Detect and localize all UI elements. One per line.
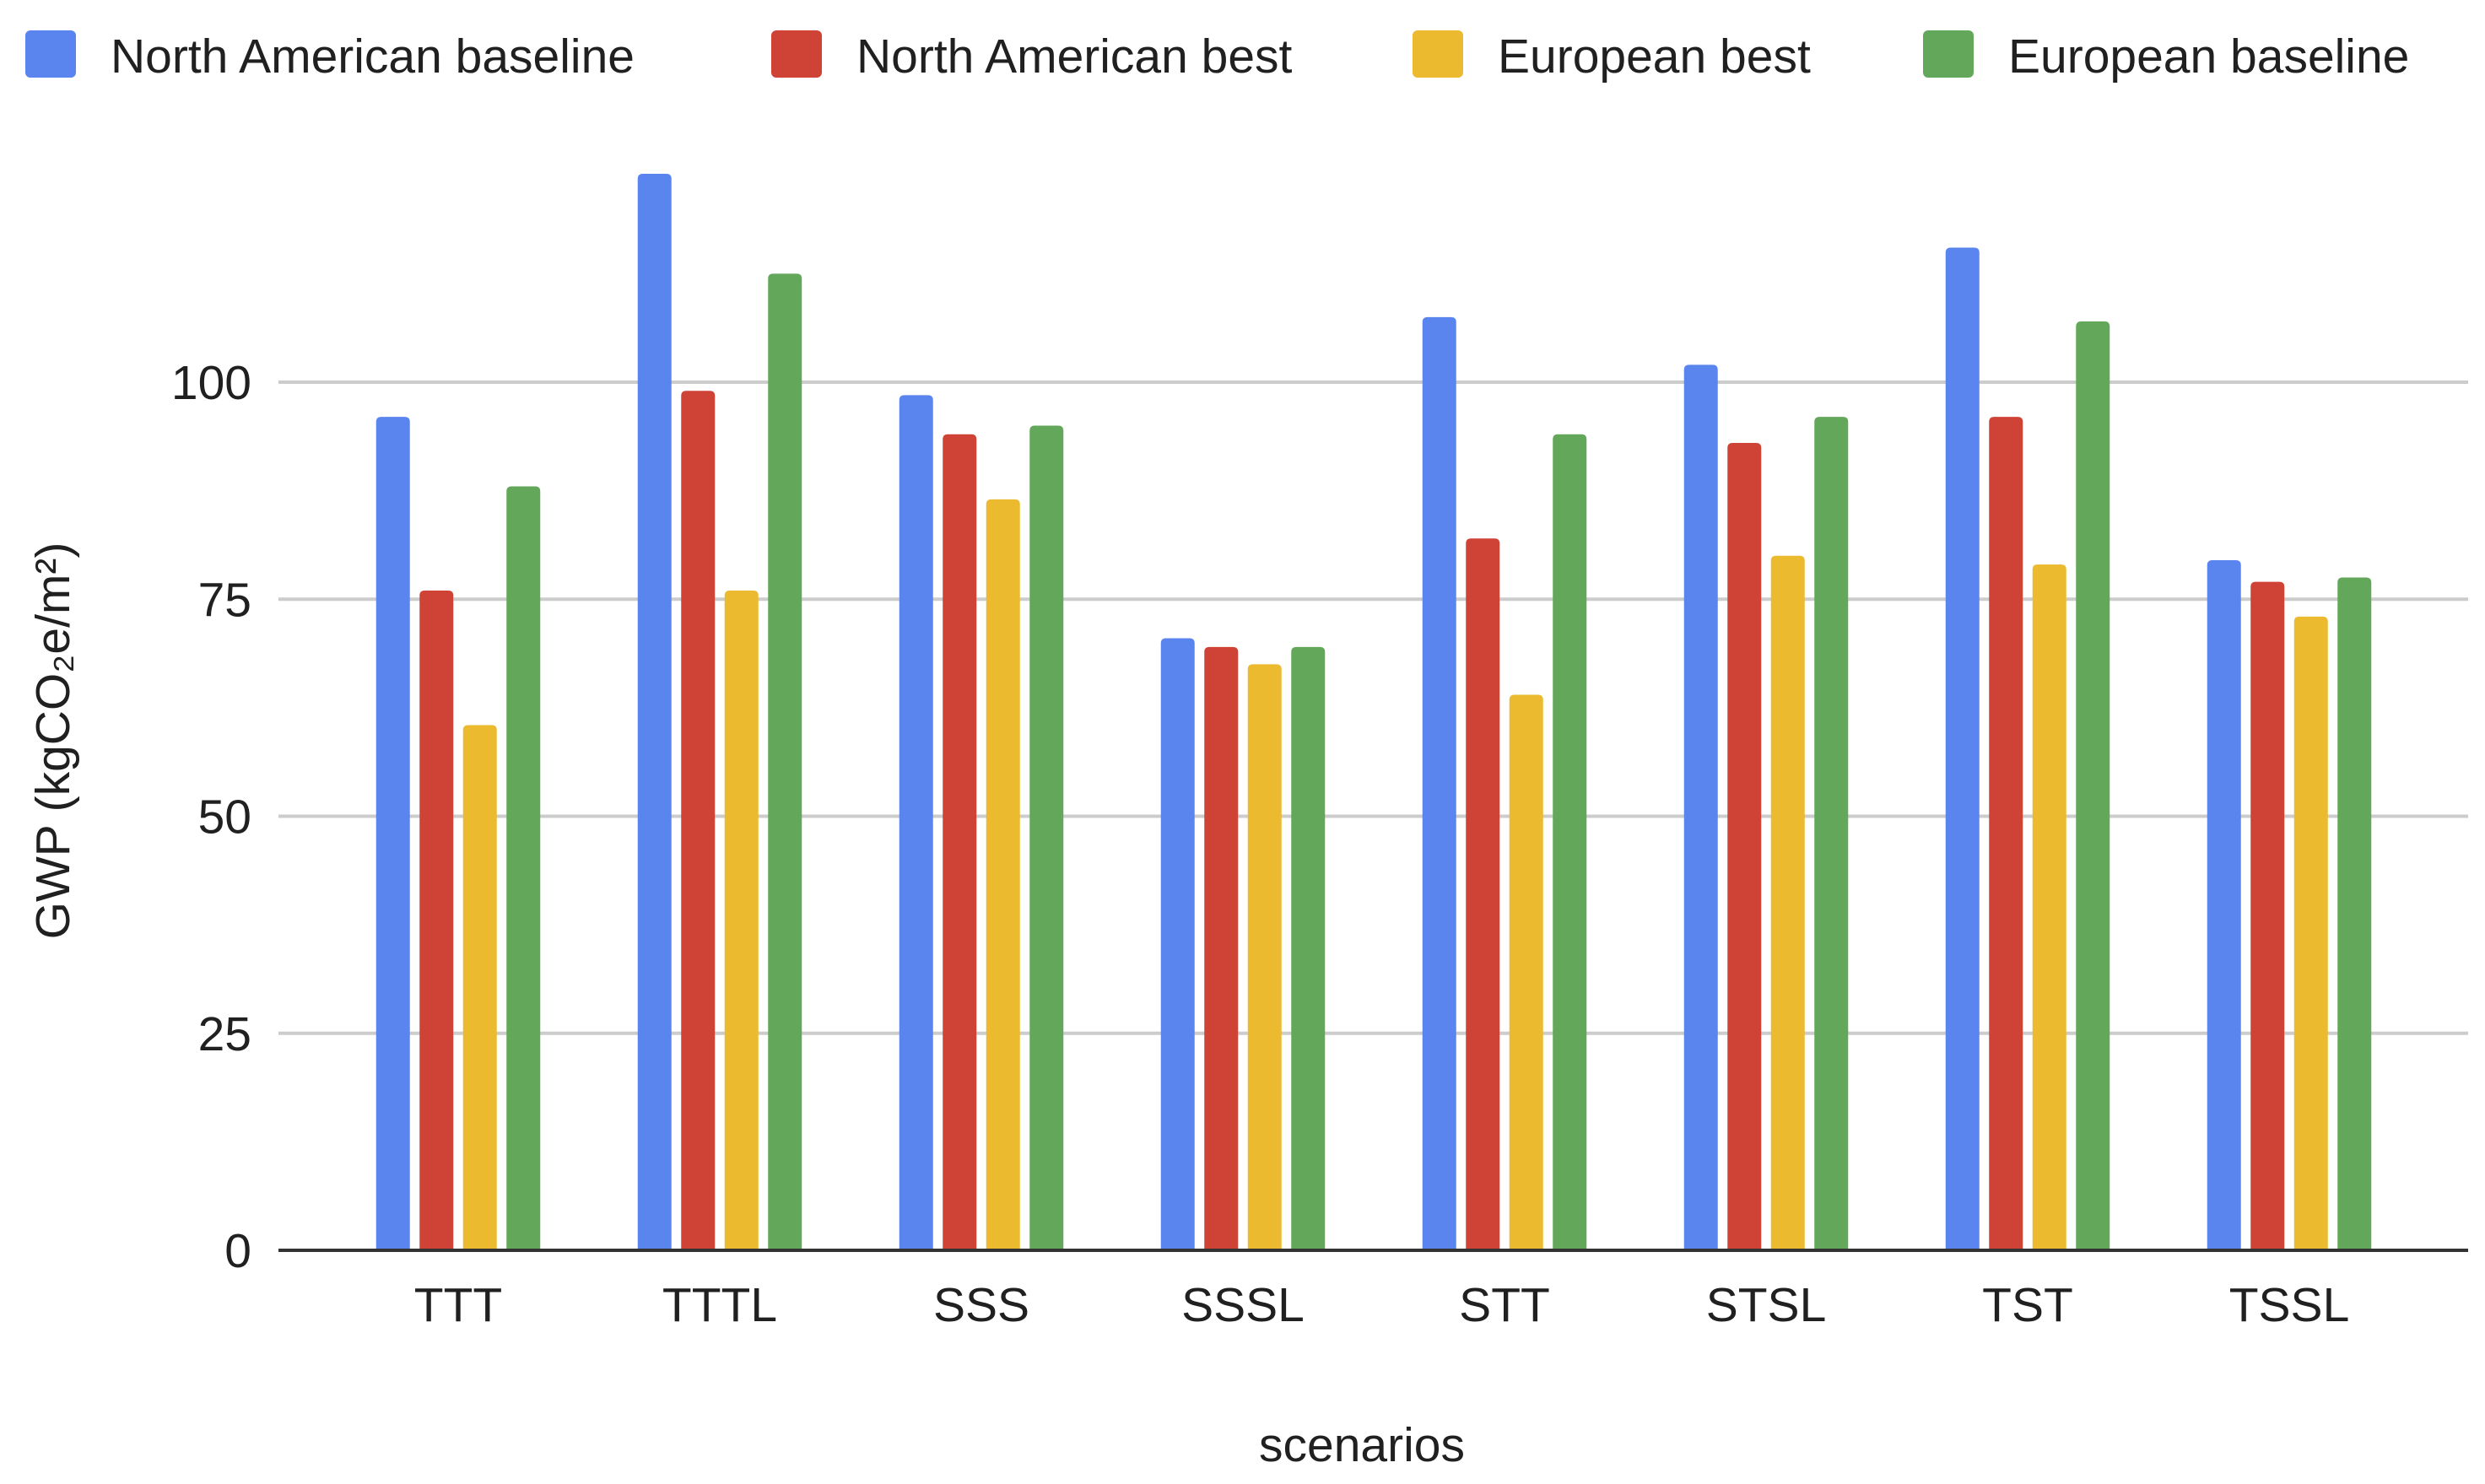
bar-tssl-european-baseline	[2337, 577, 2372, 1250]
x-tick-label-tttl: TTTL	[662, 1278, 777, 1332]
y-tick-label-0: 0	[224, 1224, 251, 1278]
y-axis-title: GWP (kgCO₂e/m²)	[26, 542, 80, 940]
bar-group-sssl	[1160, 638, 1326, 1250]
bar-stsl-north-american-best	[1727, 443, 1762, 1250]
x-tick-label-stt: STT	[1459, 1278, 1550, 1332]
bar-sss-north-american-best	[943, 434, 977, 1250]
bar-tttl-north-american-baseline	[637, 174, 672, 1250]
gridlines	[278, 380, 2468, 1035]
x-tick-label-sss: SSS	[933, 1278, 1029, 1332]
bar-group-ttt	[375, 417, 541, 1250]
bar-tssl-north-american-best	[2250, 581, 2285, 1250]
bar-group-tttl	[637, 174, 802, 1250]
legend-label-north-american-best: North American best	[856, 30, 1293, 84]
bar-group-tssl	[2207, 559, 2372, 1250]
bar-sssl-north-american-baseline	[1160, 638, 1195, 1250]
legend-label-european-best: European best	[1498, 30, 1811, 84]
bar-group-sss	[899, 395, 1064, 1250]
legend-label-north-american-baseline: North American baseline	[111, 30, 635, 84]
bar-sssl-european-best	[1247, 664, 1282, 1250]
bars	[375, 174, 2372, 1251]
bar-stt-north-american-baseline	[1422, 316, 1456, 1251]
bar-tst-north-american-best	[1989, 417, 2023, 1250]
bar-sss-north-american-baseline	[899, 395, 933, 1250]
legend-item-north-american-baseline: North American baseline	[25, 30, 635, 84]
bar-tssl-north-american-baseline	[2207, 559, 2241, 1250]
bar-tssl-european-best	[2293, 616, 2328, 1250]
bar-tst-european-best	[2032, 564, 2066, 1250]
bar-ttt-european-baseline	[506, 486, 541, 1250]
bar-stt-european-baseline	[1553, 434, 1587, 1250]
x-tick-label-tssl: TSSL	[2229, 1278, 2350, 1332]
bar-group-stt	[1422, 316, 1587, 1251]
legend-swatch-european-baseline	[1923, 30, 1974, 78]
bar-tttl-north-american-best	[681, 391, 716, 1250]
bar-ttt-european-best	[462, 725, 497, 1250]
legend-label-european-baseline: European baseline	[2008, 30, 2409, 84]
bar-sssl-european-baseline	[1291, 646, 1326, 1250]
bar-ttt-north-american-baseline	[375, 417, 410, 1250]
bar-stsl-european-best	[1770, 555, 1805, 1250]
y-axis-ticks: 0 25 50 75 100	[171, 356, 251, 1278]
x-tick-label-stsl: STSL	[1706, 1278, 1827, 1332]
bar-tst-european-baseline	[2076, 321, 2110, 1251]
legend: North American baseline North American b…	[25, 30, 2409, 84]
y-tick-label-100: 100	[171, 356, 251, 410]
legend-swatch-north-american-baseline	[25, 30, 76, 78]
bar-sss-european-baseline	[1029, 425, 1064, 1250]
legend-swatch-north-american-best	[771, 30, 822, 78]
bar-group-stsl	[1683, 364, 1849, 1250]
bar-stsl-european-baseline	[1814, 417, 1849, 1250]
bar-stt-north-american-best	[1466, 538, 1500, 1250]
bar-sss-european-best	[986, 499, 1020, 1250]
bar-tttl-european-best	[724, 590, 759, 1250]
bar-stt-european-best	[1509, 694, 1543, 1250]
bar-tttl-european-baseline	[768, 273, 802, 1250]
legend-item-north-american-best: North American best	[771, 30, 1293, 84]
legend-item-european-baseline: European baseline	[1923, 30, 2409, 84]
x-axis-labels: TTT TTTL SSS SSSL STT STSL TST TSSL	[414, 1278, 2350, 1332]
x-tick-label-ttt: TTT	[414, 1278, 502, 1332]
legend-item-european-best: European best	[1413, 30, 1811, 84]
y-tick-label-75: 75	[198, 573, 251, 627]
legend-swatch-european-best	[1413, 30, 1463, 78]
bar-tst-north-american-baseline	[1945, 247, 1980, 1250]
bar-ttt-north-american-best	[419, 590, 454, 1250]
x-tick-label-sssl: SSSL	[1181, 1278, 1305, 1332]
x-axis-title: scenarios	[1259, 1418, 1465, 1472]
bar-stsl-north-american-baseline	[1683, 364, 1718, 1250]
x-tick-label-tst: TST	[1982, 1278, 2073, 1332]
bar-group-tst	[1945, 247, 2110, 1251]
bar-sssl-north-american-best	[1204, 646, 1239, 1250]
y-tick-label-25: 25	[198, 1007, 251, 1061]
y-tick-label-50: 50	[198, 791, 251, 845]
